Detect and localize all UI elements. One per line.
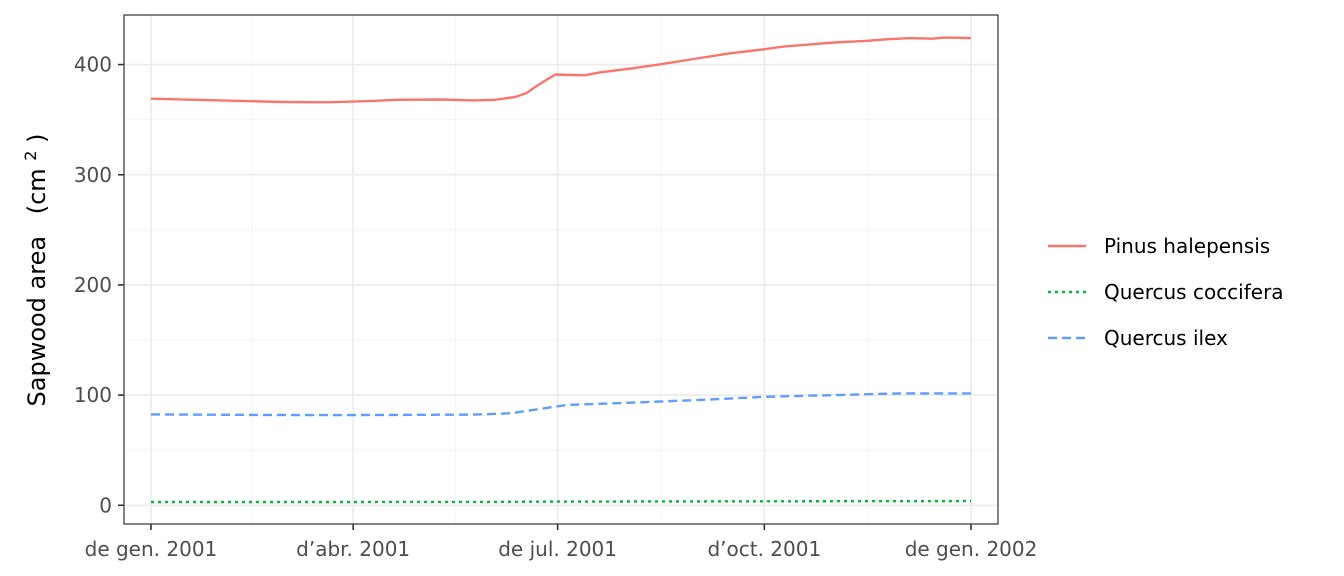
y-axis-title-unit-close: ) — [23, 134, 51, 143]
y-axis-title-text: Sapwood area — [23, 236, 51, 407]
series-line-1 — [150, 36, 972, 104]
y-tick-label: 0 — [99, 493, 112, 517]
panel-border — [123, 14, 999, 525]
series-line-3 — [150, 392, 971, 417]
x-tick-label: d’abr. 2001 — [296, 537, 410, 561]
series-lines — [150, 36, 972, 504]
x-tick-label: de gen. 2001 — [85, 537, 218, 561]
y-axis-title: Sapwood area (cm 2 ) — [14, 134, 51, 407]
series-line-2 — [151, 499, 972, 504]
y-tick-label: 100 — [74, 383, 112, 407]
legend-label-2: Quercus coccifera — [1104, 280, 1284, 304]
x-axis: de gen. 2001 d’abr. 2001 de jul. 2001 d’oct… — [85, 524, 1038, 561]
x-tick-label: de jul. 2001 — [498, 537, 617, 561]
y-tick-label: 300 — [74, 163, 112, 187]
legend: Pinus halepensis Quercus coccifera Quercus… — [1048, 234, 1284, 350]
y-axis: 0 100 200 300 400 — [74, 53, 124, 517]
legend-label-1: Pinus halepensis — [1104, 234, 1270, 258]
y-axis-title-unit-sup: 2 — [21, 151, 40, 161]
y-axis-title-unit: (cm — [23, 168, 51, 214]
x-tick-label: de gen. 2002 — [905, 537, 1038, 561]
legend-label-3: Quercus ilex — [1104, 326, 1228, 350]
y-tick-label: 400 — [74, 53, 112, 77]
x-tick-label: d’oct. 2001 — [707, 537, 821, 561]
y-tick-label: 200 — [74, 273, 112, 297]
